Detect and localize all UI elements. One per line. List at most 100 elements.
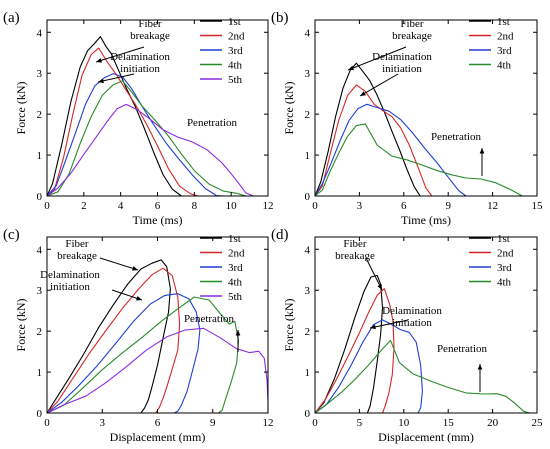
x-tick-label: 12 [263,417,274,429]
legend-label: 4th [497,277,512,289]
y-tick-label: 3 [37,68,43,80]
y-tick-label: 2 [305,109,311,121]
arrow-fiber-breakage [95,46,145,63]
x-tick-label: 3 [100,417,106,429]
legend-label: 2nd [497,248,514,260]
panel-letter: (b) [271,10,289,26]
annotation-fiber-breakage: Fiber breakage [392,18,432,42]
series-line-3rd [46,293,201,414]
x-tick-label: 15 [443,417,455,429]
annotation-penetration: Penetration [187,117,238,129]
y-tick-label: 1 [37,367,43,379]
annotation-fiber-breakage: Fiber breakage [130,18,170,42]
y-tick-label: 2 [37,326,43,338]
y-tick-label: 0 [37,408,43,420]
x-tick-label: 6 [155,200,161,212]
annotation-fiber-breakage: Fiber breakage [335,238,375,262]
x-tick-label: 6 [401,200,407,212]
y-tick-label: 1 [37,150,43,162]
legend-label: 3rd [497,262,512,274]
arrow-fiber-breakage-head [377,284,382,290]
y-tick-label: 1 [305,367,311,379]
series-line-2nd [46,47,199,197]
legend-label: 4th [228,277,243,289]
x-tick-label: 10 [226,200,238,212]
series-line-1st [314,62,421,197]
y-tick-label: 0 [305,408,311,420]
legend-label: 1st [497,233,510,245]
arrow-delamination-head [136,296,142,301]
x-tick-label: 0 [312,417,318,429]
legend-label: 1st [497,16,510,28]
y-tick-label: 0 [305,191,311,203]
x-tick-label: 6 [155,417,161,429]
x-tick-label: 25 [532,417,544,429]
series-line-2nd [46,267,181,414]
x-tick-label: 0 [44,200,50,212]
y-tick-label: 4 [305,244,311,256]
legend-label: 2nd [228,248,245,260]
series-line-3rd [46,73,224,197]
annotation-delamination-initiation: Delamination initiation [110,51,170,75]
y-tick-label: 3 [305,68,311,80]
x-tick-label: 5 [357,417,363,429]
annotation-fiber-breakage: Fiber breakage [57,238,97,262]
series-line-2nd [314,288,395,414]
y-tick-label: 4 [37,244,43,256]
arrow-penetration-head [479,148,485,154]
y-tick-label: 1 [305,150,311,162]
y-axis-label: Force (kN) [14,299,28,352]
y-tick-label: 4 [305,27,311,39]
series-line-3rd [314,319,423,414]
x-tick-label: 0 [312,200,318,212]
series-line-2nd [314,84,433,197]
x-tick-label: 10 [398,417,410,429]
arrow-fiber-breakage-head [132,266,138,271]
arrow-delamination [369,319,409,329]
series-line-4th [46,296,240,414]
x-tick-label: 0 [44,417,50,429]
plot-frame [314,19,538,197]
annotation-penetration: Penetration [184,313,235,325]
x-tick-label: 12 [263,200,274,212]
legend: 1st 2nd 3rd 4th [469,16,514,72]
x-tick-label: 12 [487,200,498,212]
legend-label: 1st [228,233,241,245]
legend: 1st 2nd 3rd 4th 5th [200,16,245,86]
arrow-penetration-head [477,364,483,370]
arrow-fiber-breakage [365,257,383,291]
panel-d: 0 5 10 15 20 25 0 1 2 3 4 Displacement (mm) Force (k… [271,227,543,444]
y-axis-label: Force (kN) [282,299,296,352]
arrow-delamination-head [360,91,366,96]
y-axis-label: Force (kN) [14,82,28,135]
legend-label: 5th [228,74,243,86]
legend-label: 3rd [228,45,243,57]
y-tick-label: 4 [37,27,43,39]
x-tick-label: 8 [192,200,198,212]
y-tick-label: 3 [305,285,311,297]
x-axis-label: Time (ms) [401,213,451,227]
legend-label: 2nd [497,31,514,43]
x-tick-label: 9 [445,200,451,212]
legend-label: 4th [228,60,243,72]
y-tick-label: 2 [37,109,43,121]
annotation-penetration: Penetration [437,343,488,355]
x-axis-label: Time (ms) [133,213,183,227]
panel-letter: (c) [3,227,20,243]
arrow-fiber-breakage [99,257,139,271]
series-line-1st [46,36,187,197]
series-line-1st [46,259,171,414]
plot-frame [314,236,538,414]
series-line-4th [314,339,531,414]
arrow-delamination [359,73,399,97]
series-line-5th [46,327,269,414]
y-tick-label: 3 [37,285,43,297]
series-line-5th [46,103,254,197]
y-tick-label: 0 [37,191,43,203]
annotation-delamination-initiation: Delamination initiation [372,51,432,75]
legend: 1st 2nd 3rd 4th [469,233,514,289]
x-axis-label: Displacement (mm) [110,430,206,444]
panel-letter: (d) [271,227,289,243]
